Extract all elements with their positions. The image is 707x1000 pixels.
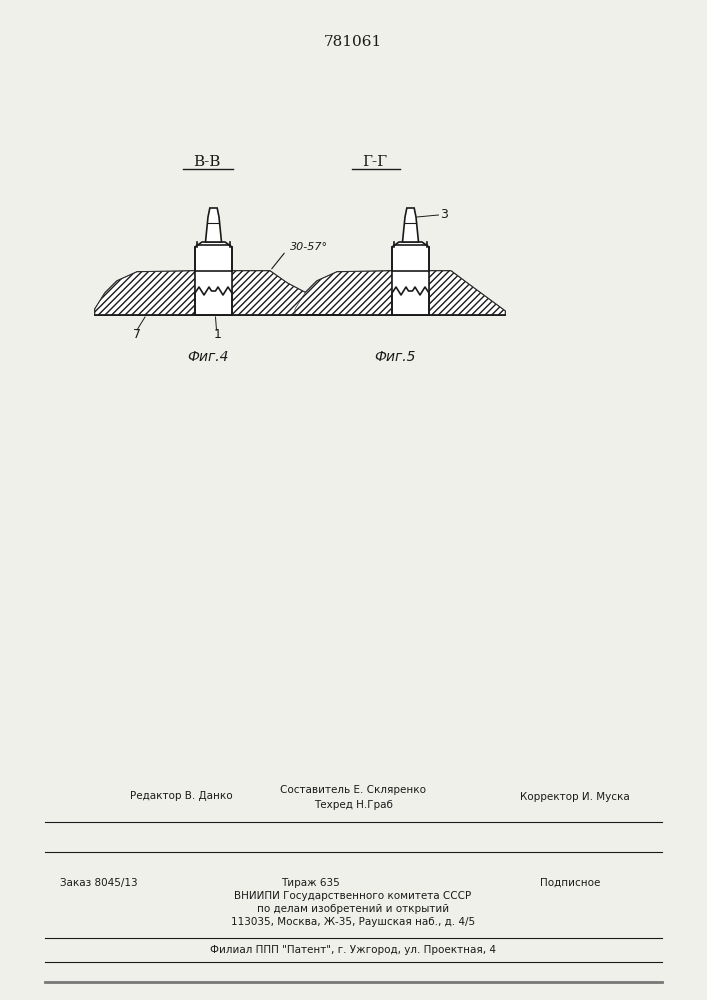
Text: 7: 7 bbox=[133, 328, 141, 342]
Text: 1: 1 bbox=[214, 328, 221, 342]
Text: Корректор И. Муска: Корректор И. Муска bbox=[520, 792, 630, 802]
Text: 3: 3 bbox=[440, 209, 448, 222]
Polygon shape bbox=[295, 242, 505, 315]
Text: Редактор В. Данко: Редактор В. Данко bbox=[130, 791, 233, 801]
Text: 113035, Москва, Ж-35, Раушская наб., д. 4/5: 113035, Москва, Ж-35, Раушская наб., д. … bbox=[231, 917, 475, 927]
Text: 30-57°: 30-57° bbox=[290, 242, 328, 252]
Text: Подписное: Подписное bbox=[540, 878, 600, 888]
Text: 781061: 781061 bbox=[324, 35, 382, 49]
Polygon shape bbox=[195, 271, 232, 315]
Text: Филиал ППП "Патент", г. Ужгород, ул. Проектная, 4: Филиал ППП "Патент", г. Ужгород, ул. Про… bbox=[210, 945, 496, 955]
Polygon shape bbox=[402, 208, 419, 242]
Polygon shape bbox=[232, 271, 340, 315]
Polygon shape bbox=[429, 271, 505, 315]
Text: Тираж 635: Тираж 635 bbox=[281, 878, 339, 888]
Text: Техред Н.Граб: Техред Н.Граб bbox=[314, 800, 392, 810]
Text: Фиг.5: Фиг.5 bbox=[374, 350, 416, 364]
Text: по делам изобретений и открытий: по делам изобретений и открытий bbox=[257, 904, 449, 914]
Text: ВНИИПИ Государственного комитета СССР: ВНИИПИ Государственного комитета СССР bbox=[235, 891, 472, 901]
Polygon shape bbox=[95, 242, 340, 315]
Polygon shape bbox=[95, 271, 195, 315]
Text: Составитель Е. Скляренко: Составитель Е. Скляренко bbox=[280, 785, 426, 795]
Polygon shape bbox=[295, 271, 392, 315]
Polygon shape bbox=[206, 208, 221, 242]
Text: Фиг.4: Фиг.4 bbox=[187, 350, 228, 364]
Text: Г-Г: Г-Г bbox=[363, 155, 387, 169]
Text: Заказ 8045/13: Заказ 8045/13 bbox=[60, 878, 138, 888]
Polygon shape bbox=[392, 271, 429, 315]
Text: В-В: В-В bbox=[193, 155, 221, 169]
